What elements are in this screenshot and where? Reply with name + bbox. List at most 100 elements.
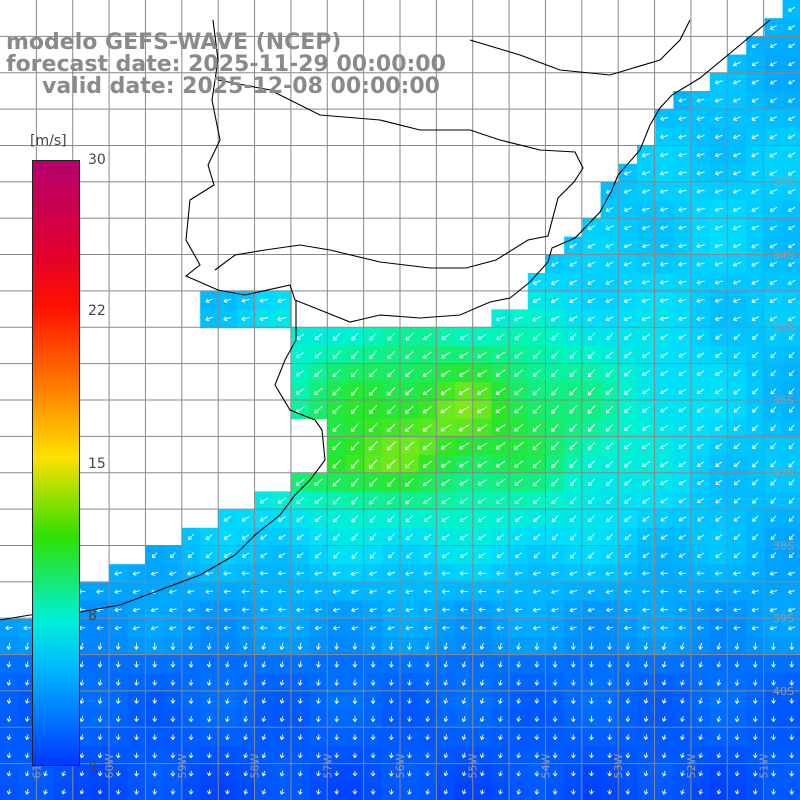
- wind-arrow: [678, 534, 687, 540]
- wind-arrow: [478, 589, 487, 594]
- wind-arrow: [370, 734, 376, 741]
- latitude-label: 35S: [773, 321, 794, 334]
- wind-arrow: [587, 369, 596, 378]
- wind-arrow: [714, 189, 723, 194]
- wind-arrow: [206, 679, 212, 686]
- wind-arrow: [550, 315, 560, 322]
- wind-arrow: [678, 261, 687, 267]
- wind-arrow: [680, 752, 685, 759]
- wind-arrow: [25, 752, 30, 759]
- wind-arrow: [241, 534, 250, 540]
- wind-arrow: [461, 771, 467, 777]
- wind-arrow: [406, 552, 413, 559]
- wind-arrow: [495, 351, 505, 359]
- wind-arrow: [278, 516, 286, 522]
- latitude-label: 38S: [773, 540, 794, 553]
- wind-arrow: [734, 642, 740, 650]
- wind-arrow: [459, 479, 469, 486]
- wind-arrow: [625, 752, 631, 759]
- wind-arrow: [696, 479, 705, 486]
- wind-arrow: [589, 642, 594, 650]
- wind-arrow: [789, 661, 795, 668]
- wind-arrow: [787, 571, 796, 576]
- wind-arrow: [714, 134, 723, 140]
- wind-arrow: [551, 441, 560, 451]
- wind-arrow: [334, 697, 340, 704]
- wind-arrow: [441, 333, 451, 340]
- wind-arrow: [734, 789, 740, 795]
- wind-arrow: [661, 734, 667, 740]
- wind-arrow: [769, 261, 778, 267]
- wind-arrow: [24, 661, 30, 668]
- wind-arrow: [169, 571, 177, 576]
- wind-arrow: [114, 607, 122, 613]
- wind-arrow: [316, 734, 321, 741]
- wind-arrow: [532, 387, 542, 396]
- wind-arrow: [733, 424, 741, 431]
- wind-arrow: [678, 207, 687, 212]
- wind-arrow: [296, 534, 304, 540]
- latitude-label: 37S: [773, 467, 794, 480]
- wind-arrow: [570, 679, 576, 686]
- wind-arrow: [423, 333, 432, 341]
- wind-arrow: [369, 625, 377, 631]
- wind-arrow: [404, 441, 415, 451]
- wind-arrow: [551, 332, 559, 341]
- wind-arrow: [660, 334, 669, 340]
- wind-arrow: [516, 752, 522, 759]
- wind-arrow: [459, 351, 469, 359]
- wind-arrow: [769, 225, 778, 231]
- wind-arrow: [188, 697, 194, 704]
- wind-arrow: [769, 97, 777, 103]
- wind-arrow: [243, 661, 248, 668]
- wind-arrow: [696, 607, 705, 613]
- wind-arrow: [243, 642, 248, 650]
- wind-arrow: [623, 316, 633, 322]
- wind-arrow: [570, 789, 576, 795]
- wind-arrow: [642, 388, 650, 395]
- wind-arrow: [134, 642, 139, 650]
- wind-arrow: [589, 715, 594, 723]
- wind-arrow: [405, 533, 414, 541]
- wind-arrow: [260, 625, 268, 631]
- wind-arrow: [733, 370, 741, 377]
- wind-arrow: [223, 316, 232, 322]
- wind-arrow: [788, 533, 795, 541]
- wind-arrow: [334, 715, 340, 723]
- wind-arrow: [588, 333, 595, 341]
- wind-arrow: [369, 332, 377, 341]
- wind-arrow: [441, 589, 450, 594]
- wind-arrow: [751, 279, 760, 285]
- wind-arrow: [696, 534, 705, 540]
- wind-arrow: [479, 697, 485, 704]
- wind-arrow: [477, 387, 488, 395]
- wind-arrow: [552, 770, 558, 777]
- wind-arrow: [279, 679, 285, 686]
- wind-arrow: [551, 351, 559, 359]
- wind-arrow: [459, 497, 469, 504]
- wind-arrow: [498, 642, 503, 650]
- wind-arrow: [132, 589, 141, 595]
- wind-arrow: [443, 752, 449, 759]
- wind-arrow: [514, 333, 523, 341]
- wind-arrow: [624, 497, 632, 504]
- wind-arrow: [387, 625, 395, 631]
- wind-arrow: [678, 552, 686, 558]
- wind-arrow: [587, 225, 596, 231]
- wind-arrow: [588, 496, 595, 505]
- wind-arrow: [659, 170, 669, 176]
- wind-arrow: [770, 351, 777, 359]
- wind-arrow: [443, 697, 449, 704]
- wind-arrow: [458, 406, 470, 414]
- wind-arrow: [769, 170, 778, 176]
- wind-arrow: [606, 551, 614, 559]
- wind-arrow: [678, 589, 687, 594]
- wind-arrow: [552, 716, 558, 722]
- wind-arrow: [605, 351, 614, 359]
- wind-arrow: [134, 770, 139, 777]
- wind-arrow: [496, 607, 505, 613]
- wind-arrow: [387, 589, 396, 595]
- wind-arrow: [587, 571, 596, 576]
- wind-arrow: [771, 698, 776, 704]
- wind-arrow: [751, 152, 760, 158]
